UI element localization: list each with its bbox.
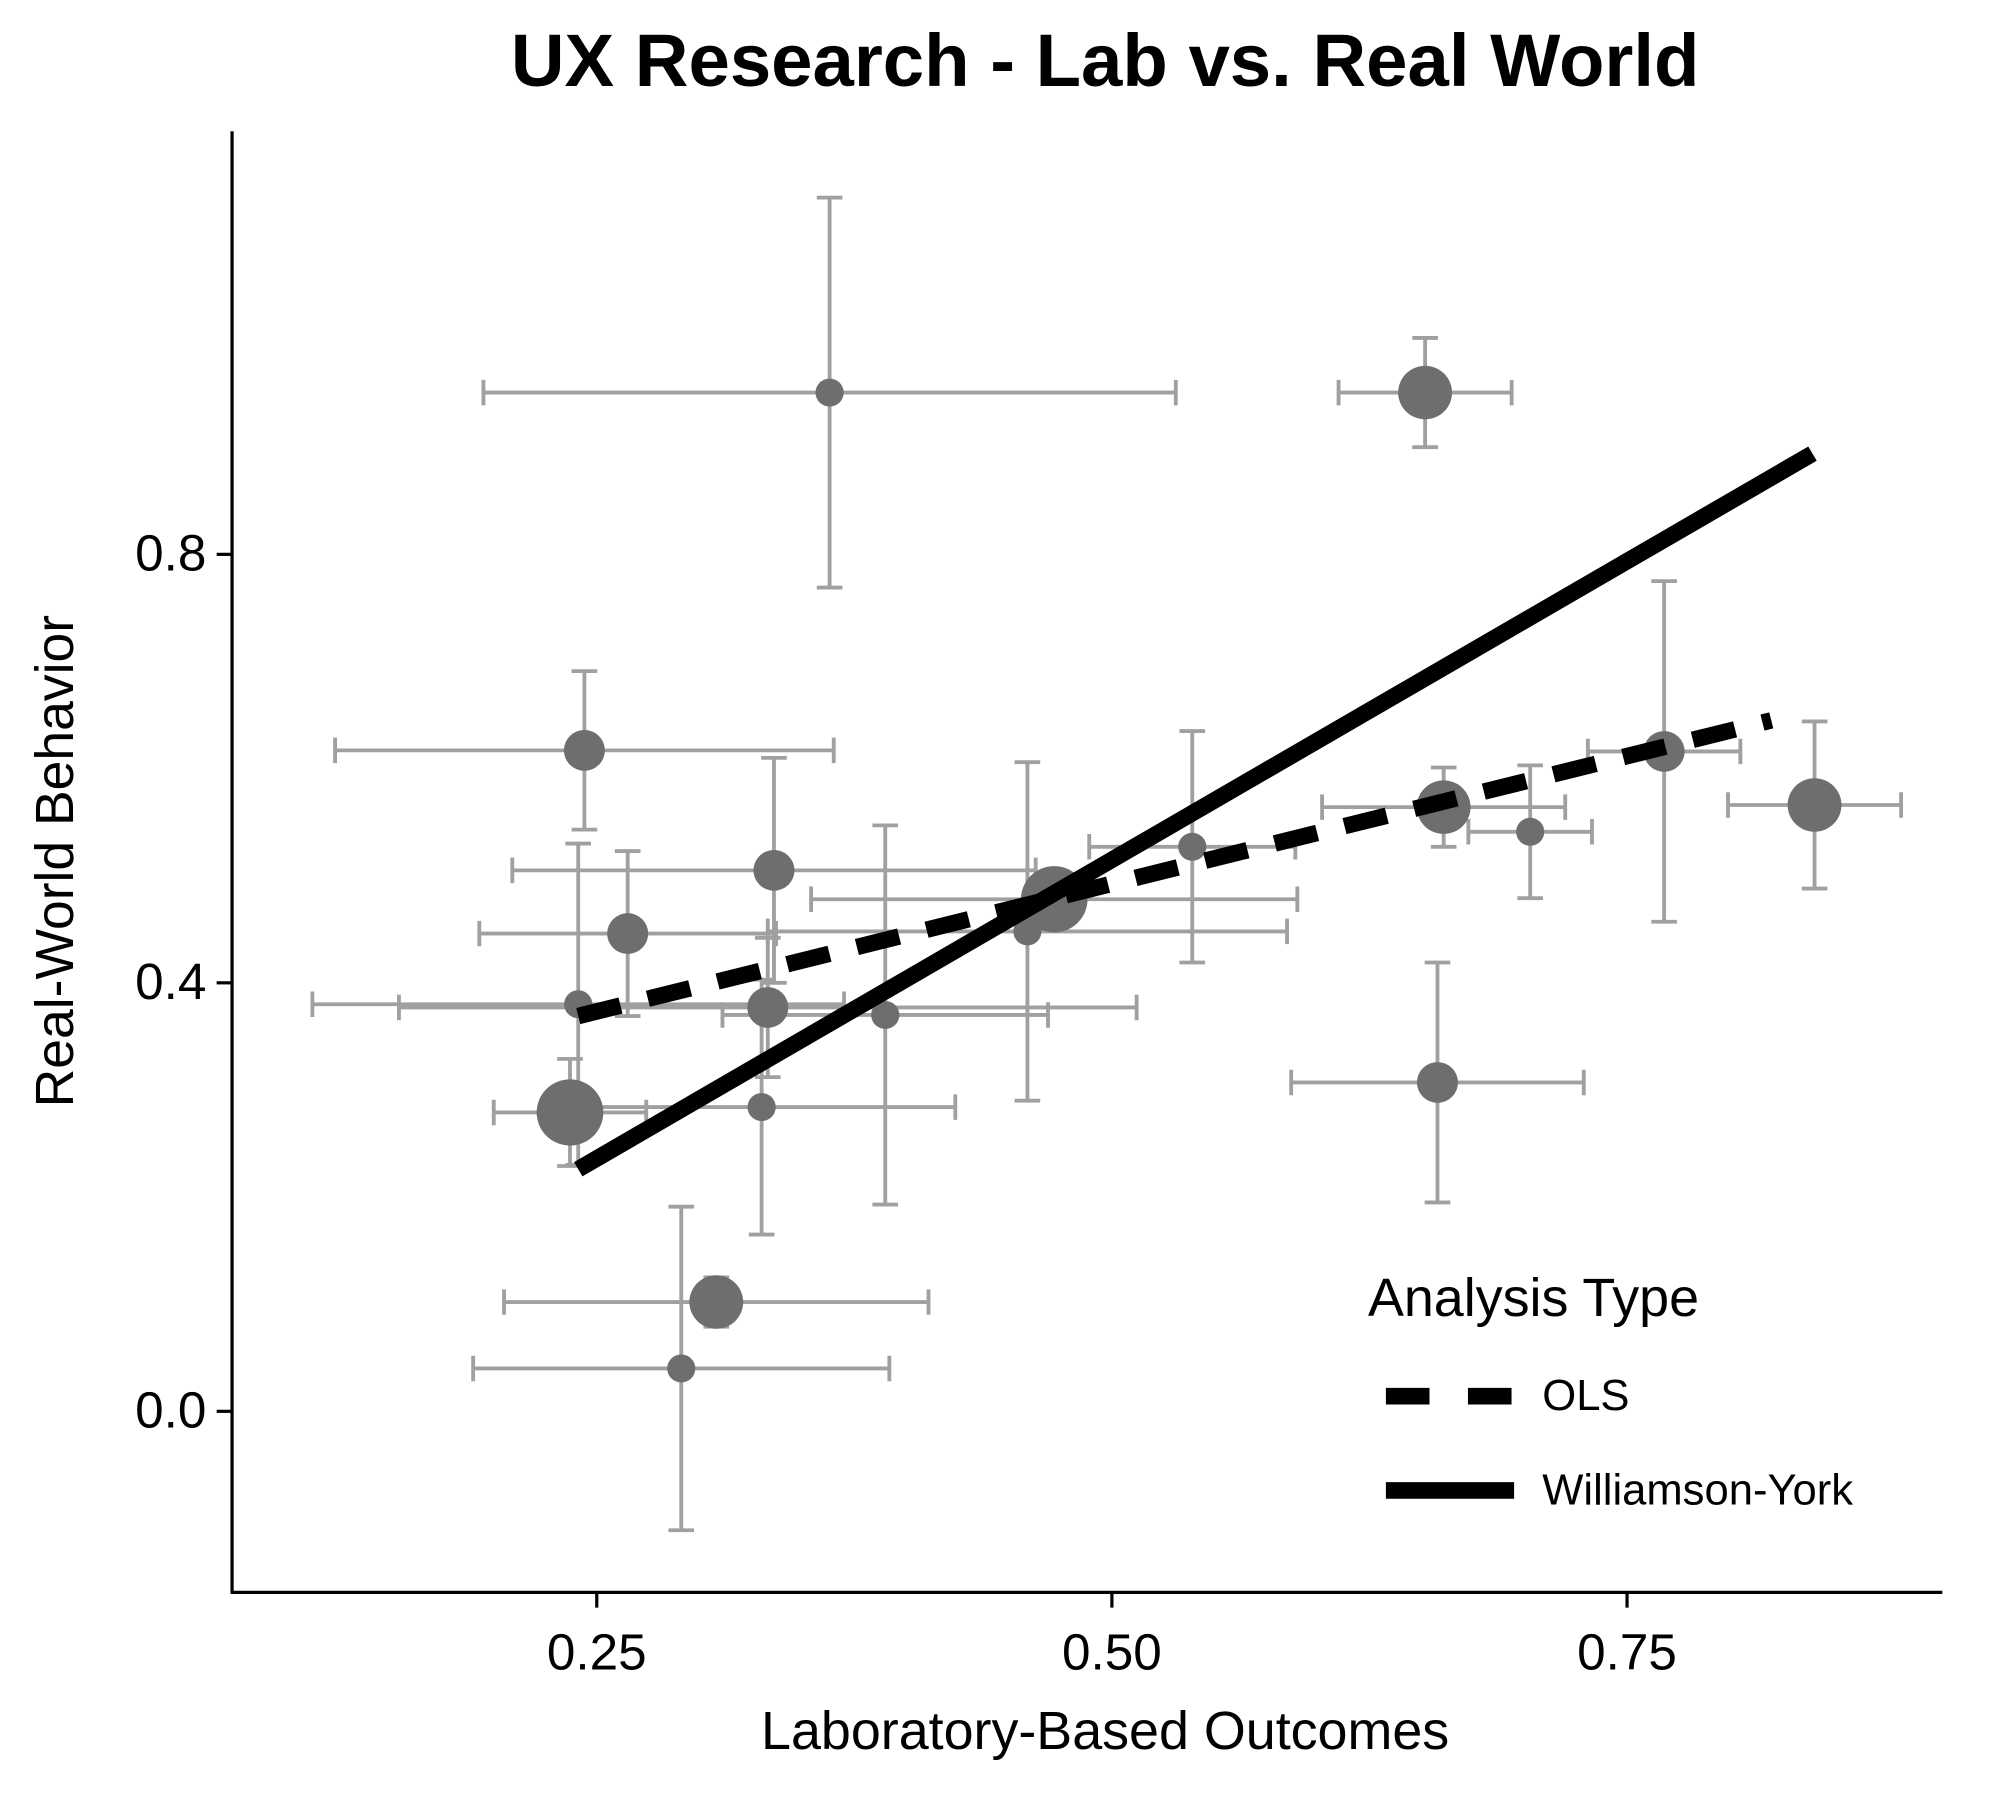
legend-label: OLS — [1542, 1372, 1629, 1420]
point — [667, 1354, 696, 1383]
y-tick-label: 0.8 — [135, 524, 206, 581]
fit-line — [576, 712, 1774, 1025]
point — [563, 729, 605, 771]
x-tick-label: 0.75 — [1577, 1624, 1677, 1681]
point — [1416, 1062, 1458, 1103]
legend-title: Analysis Type — [1368, 1268, 1699, 1328]
point — [1787, 778, 1842, 832]
fit-line — [574, 446, 1817, 1177]
y-axis-title: Real-World Behavior — [25, 615, 85, 1107]
point — [607, 913, 649, 954]
point — [747, 1093, 776, 1122]
point — [753, 849, 795, 891]
point — [1398, 365, 1453, 420]
point — [1178, 832, 1207, 861]
point — [1516, 817, 1545, 846]
y-tick-label: 0.4 — [135, 953, 206, 1010]
x-tick-label: 0.25 — [547, 1624, 647, 1681]
x-axis-title: Laboratory-Based Outcomes — [761, 1701, 1449, 1761]
y-tick-label: 0.0 — [135, 1381, 206, 1438]
point — [815, 378, 844, 407]
point — [536, 1079, 604, 1146]
point — [1013, 917, 1042, 946]
chart-title: UX Research - Lab vs. Real World — [511, 19, 1700, 102]
point — [871, 1000, 900, 1029]
x-tick-label: 0.50 — [1062, 1624, 1162, 1681]
point — [689, 1275, 744, 1329]
point — [747, 987, 789, 1028]
legend-label: Williamson-York — [1542, 1467, 1853, 1515]
